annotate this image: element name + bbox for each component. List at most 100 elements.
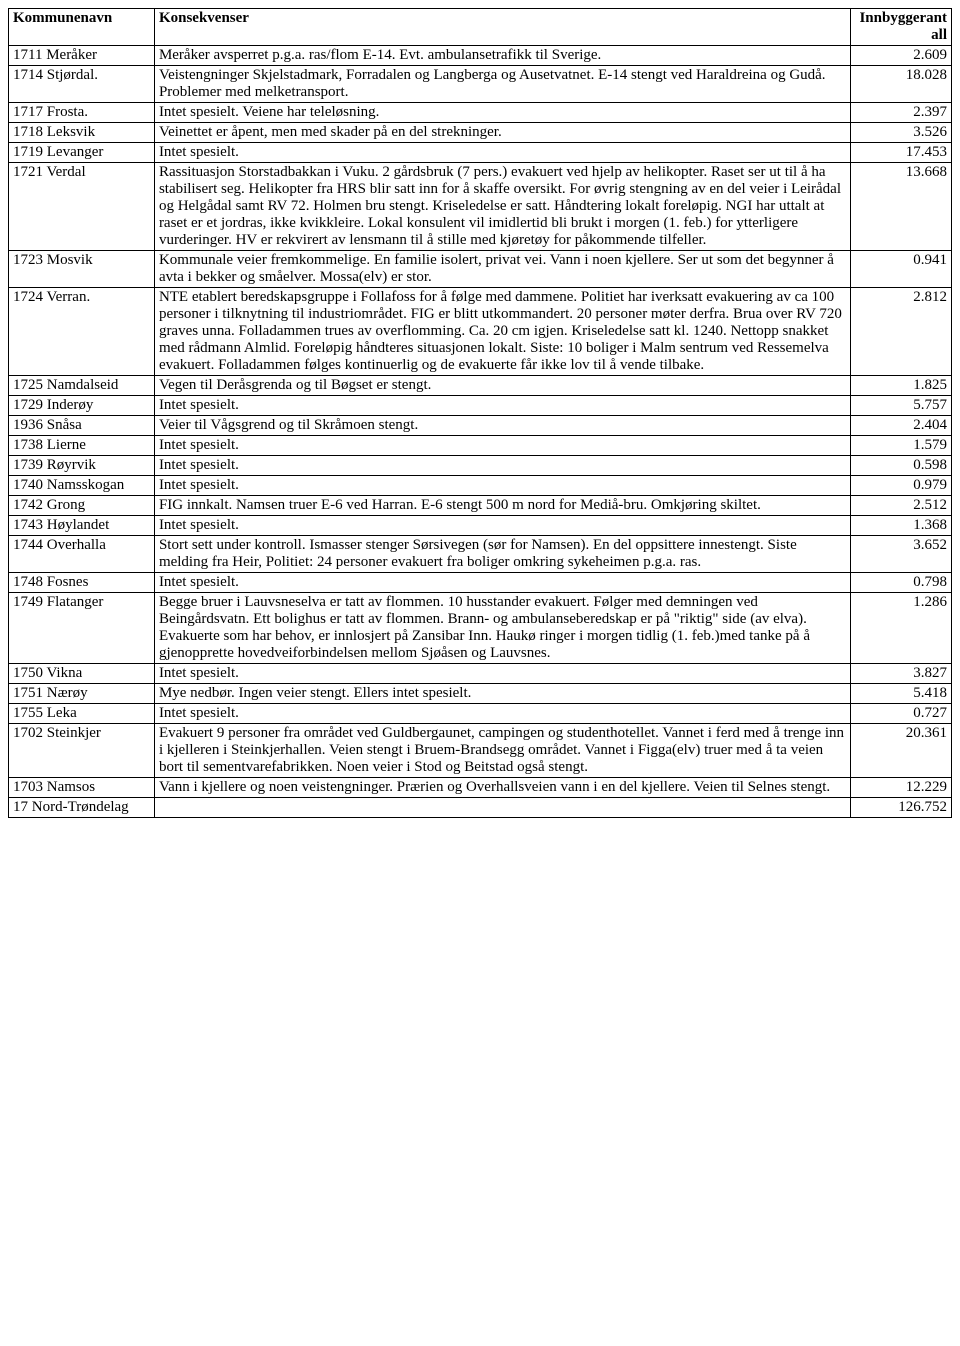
table-row: 1738 LierneIntet spesielt.1.579 xyxy=(9,436,952,456)
table-row: 1742 GrongFIG innkalt. Namsen truer E-6 … xyxy=(9,496,952,516)
cell-municipality-name: 1725 Namdalseid xyxy=(9,376,155,396)
cell-population: 2.397 xyxy=(850,103,951,123)
cell-municipality-name: 17 Nord-Trøndelag xyxy=(9,798,155,818)
cell-consequences: NTE etablert beredskapsgruppe i Follafos… xyxy=(154,288,850,376)
cell-municipality-name: 1724 Verran. xyxy=(9,288,155,376)
cell-municipality-name: 1936 Snåsa xyxy=(9,416,155,436)
cell-municipality-name: 1740 Namsskogan xyxy=(9,476,155,496)
table-row: 1725 NamdalseidVegen til Deråsgrenda og … xyxy=(9,376,952,396)
table-row: 1743 HøylandetIntet spesielt.1.368 xyxy=(9,516,952,536)
cell-population: 5.418 xyxy=(850,684,951,704)
table-row: 1719 LevangerIntet spesielt.17.453 xyxy=(9,143,952,163)
cell-population: 0.941 xyxy=(850,251,951,288)
cell-consequences: Vann i kjellere og noen veistengninger. … xyxy=(154,778,850,798)
cell-population: 1.579 xyxy=(850,436,951,456)
cell-consequences: Kommunale veier fremkommelige. En famili… xyxy=(154,251,850,288)
table-row: 1711 MeråkerMeråker avsperret p.g.a. ras… xyxy=(9,46,952,66)
cell-municipality-name: 1738 Lierne xyxy=(9,436,155,456)
table-row: 1702 SteinkjerEvakuert 9 personer fra om… xyxy=(9,724,952,778)
table-row: 1751 NærøyMye nedbør. Ingen veier stengt… xyxy=(9,684,952,704)
col-header-consequences: Konsekvenser xyxy=(154,9,850,46)
cell-population: 1.368 xyxy=(850,516,951,536)
table-row: 1714 Stjørdal.Veistengninger Skjelstadma… xyxy=(9,66,952,103)
table-row: 1729 InderøyIntet spesielt.5.757 xyxy=(9,396,952,416)
table-row: 1748 FosnesIntet spesielt.0.798 xyxy=(9,573,952,593)
cell-municipality-name: 1748 Fosnes xyxy=(9,573,155,593)
cell-population: 2.609 xyxy=(850,46,951,66)
cell-population: 0.798 xyxy=(850,573,951,593)
cell-population: 2.812 xyxy=(850,288,951,376)
cell-population: 2.404 xyxy=(850,416,951,436)
cell-population: 0.979 xyxy=(850,476,951,496)
cell-municipality-name: 1723 Mosvik xyxy=(9,251,155,288)
cell-population: 0.598 xyxy=(850,456,951,476)
table-row: 1740 NamsskoganIntet spesielt.0.979 xyxy=(9,476,952,496)
cell-municipality-name: 1711 Meråker xyxy=(9,46,155,66)
table-row: 1739 RøyrvikIntet spesielt.0.598 xyxy=(9,456,952,476)
cell-consequences: Intet spesielt. xyxy=(154,573,850,593)
cell-consequences: Evakuert 9 personer fra området ved Guld… xyxy=(154,724,850,778)
cell-municipality-name: 1744 Overhalla xyxy=(9,536,155,573)
cell-municipality-name: 1717 Frosta. xyxy=(9,103,155,123)
col-header-population: Innbyggerantall xyxy=(850,9,951,46)
cell-population: 3.526 xyxy=(850,123,951,143)
cell-municipality-name: 1718 Leksvik xyxy=(9,123,155,143)
cell-population: 5.757 xyxy=(850,396,951,416)
table-row: 1717 Frosta.Intet spesielt. Veiene har t… xyxy=(9,103,952,123)
table-row: 1755 LekaIntet spesielt.0.727 xyxy=(9,704,952,724)
cell-consequences: Intet spesielt. xyxy=(154,516,850,536)
cell-municipality-name: 1721 Verdal xyxy=(9,163,155,251)
table-row: 17 Nord-Trøndelag126.752 xyxy=(9,798,952,818)
cell-population: 12.229 xyxy=(850,778,951,798)
table-row: 1718 LeksvikVeinettet er åpent, men med … xyxy=(9,123,952,143)
col-header-name: Kommunenavn xyxy=(9,9,155,46)
cell-municipality-name: 1703 Namsos xyxy=(9,778,155,798)
cell-consequences: Intet spesielt. xyxy=(154,664,850,684)
table-row: 1703 NamsosVann i kjellere og noen veist… xyxy=(9,778,952,798)
cell-consequences: Veinettet er åpent, men med skader på en… xyxy=(154,123,850,143)
cell-municipality-name: 1743 Høylandet xyxy=(9,516,155,536)
cell-population: 17.453 xyxy=(850,143,951,163)
cell-municipality-name: 1729 Inderøy xyxy=(9,396,155,416)
table-row: 1724 Verran.NTE etablert beredskapsgrupp… xyxy=(9,288,952,376)
table-row: 1936 SnåsaVeier til Vågsgrend og til Skr… xyxy=(9,416,952,436)
table-row: 1721 VerdalRassituasjon Storstadbakkan i… xyxy=(9,163,952,251)
table-row: 1749 FlatangerBegge bruer i Lauvsneselva… xyxy=(9,593,952,664)
cell-population: 1.286 xyxy=(850,593,951,664)
cell-consequences: Veistengninger Skjelstadmark, Forradalen… xyxy=(154,66,850,103)
cell-municipality-name: 1749 Flatanger xyxy=(9,593,155,664)
cell-municipality-name: 1755 Leka xyxy=(9,704,155,724)
cell-population: 1.825 xyxy=(850,376,951,396)
cell-municipality-name: 1750 Vikna xyxy=(9,664,155,684)
municipality-table: Kommunenavn Konsekvenser Innbyggerantall… xyxy=(8,8,952,818)
cell-consequences: Rassituasjon Storstadbakkan i Vuku. 2 gå… xyxy=(154,163,850,251)
cell-municipality-name: 1742 Grong xyxy=(9,496,155,516)
cell-population: 0.727 xyxy=(850,704,951,724)
cell-consequences xyxy=(154,798,850,818)
cell-consequences: Intet spesielt. xyxy=(154,456,850,476)
cell-consequences: Meråker avsperret p.g.a. ras/flom E-14. … xyxy=(154,46,850,66)
cell-municipality-name: 1719 Levanger xyxy=(9,143,155,163)
cell-population: 3.827 xyxy=(850,664,951,684)
cell-population: 13.668 xyxy=(850,163,951,251)
cell-consequences: Intet spesielt. xyxy=(154,476,850,496)
cell-consequences: Stort sett under kontroll. Ismasser sten… xyxy=(154,536,850,573)
cell-population: 2.512 xyxy=(850,496,951,516)
cell-municipality-name: 1751 Nærøy xyxy=(9,684,155,704)
cell-consequences: Mye nedbør. Ingen veier stengt. Ellers i… xyxy=(154,684,850,704)
cell-municipality-name: 1702 Steinkjer xyxy=(9,724,155,778)
table-row: 1750 ViknaIntet spesielt.3.827 xyxy=(9,664,952,684)
cell-population: 3.652 xyxy=(850,536,951,573)
cell-consequences: Vegen til Deråsgrenda og til Bøgset er s… xyxy=(154,376,850,396)
cell-consequences: Intet spesielt. Veiene har teleløsning. xyxy=(154,103,850,123)
cell-population: 18.028 xyxy=(850,66,951,103)
cell-consequences: FIG innkalt. Namsen truer E-6 ved Harran… xyxy=(154,496,850,516)
cell-consequences: Begge bruer i Lauvsneselva er tatt av fl… xyxy=(154,593,850,664)
cell-consequences: Intet spesielt. xyxy=(154,396,850,416)
cell-population: 20.361 xyxy=(850,724,951,778)
table-row: 1744 OverhallaStort sett under kontroll.… xyxy=(9,536,952,573)
cell-consequences: Intet spesielt. xyxy=(154,436,850,456)
table-row: 1723 MosvikKommunale veier fremkommelige… xyxy=(9,251,952,288)
cell-consequences: Intet spesielt. xyxy=(154,143,850,163)
cell-municipality-name: 1739 Røyrvik xyxy=(9,456,155,476)
